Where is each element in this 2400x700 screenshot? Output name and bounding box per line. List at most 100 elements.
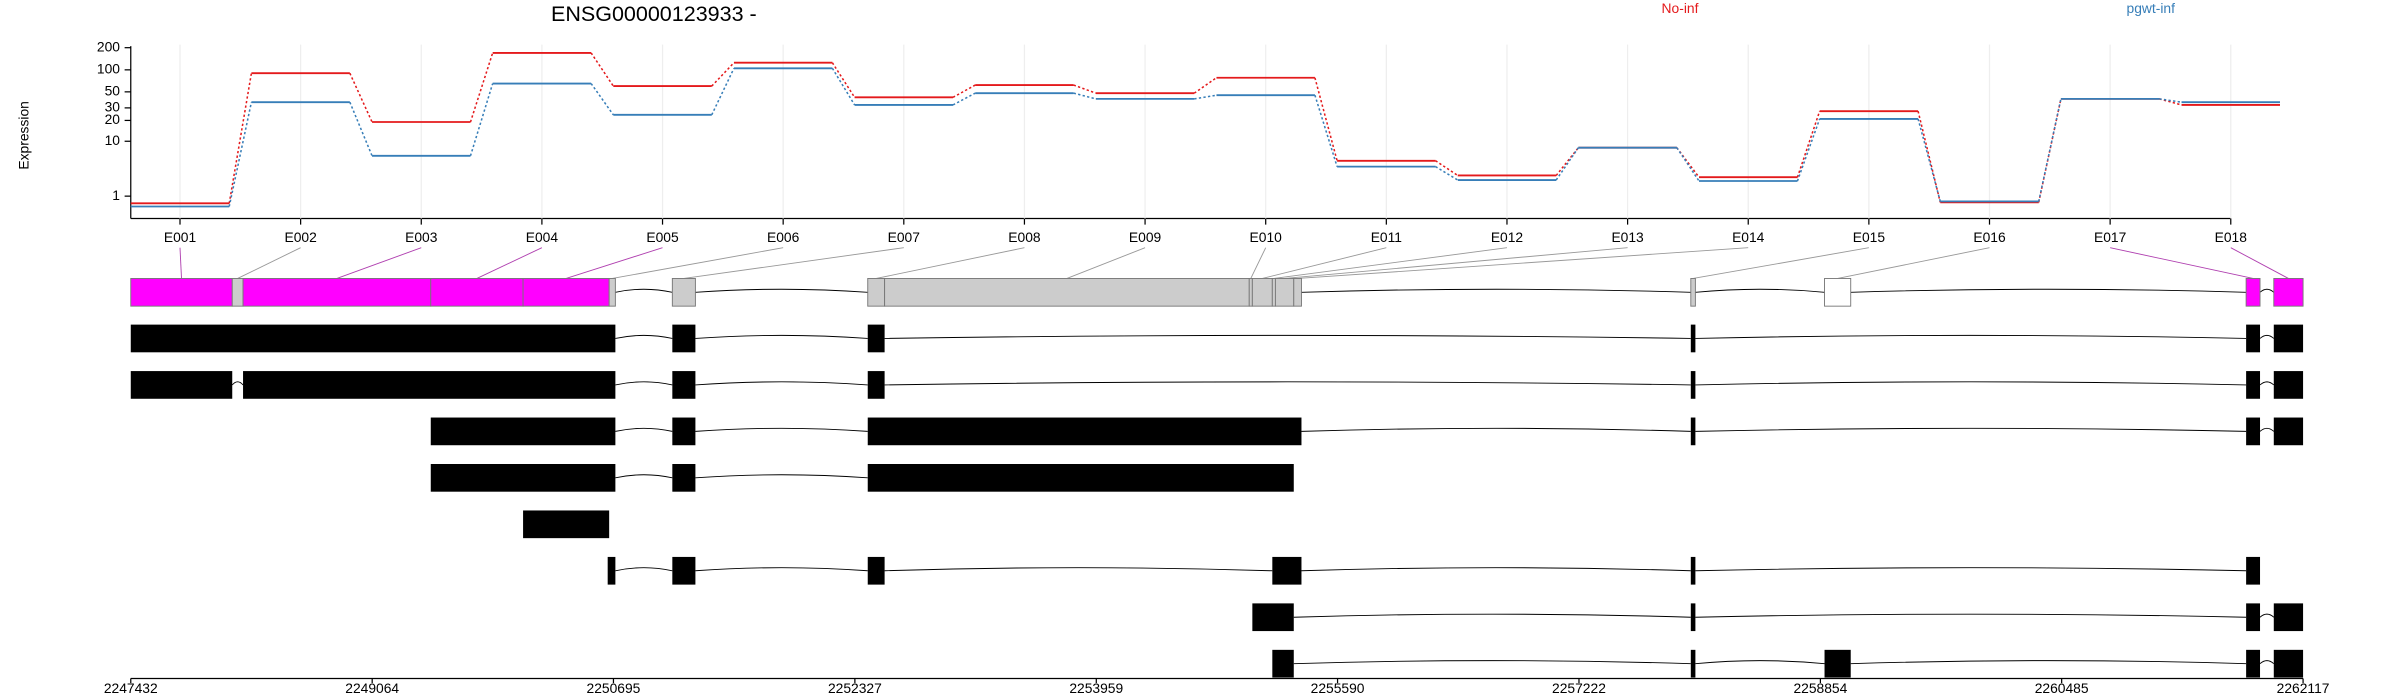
transcript-exon [1690,371,1696,399]
exon-connector [876,247,1025,279]
transcript-exon [672,371,696,399]
transcript-intron [231,381,244,386]
transcript-exon [523,510,610,539]
genomic-tick-label: 2250695 [587,680,641,696]
series-connector [1796,110,1821,178]
exon [1248,278,1253,307]
genomic-tick-label: 2255590 [1311,680,1365,696]
y-tick-label: 100 [97,61,120,77]
chart-title: ENSG00000123933 - [551,2,757,26]
series-connector [1676,147,1700,182]
series-connector [1917,118,1942,202]
x-tick-label: E008 [1008,229,1041,245]
x-tick-label: E007 [888,229,920,245]
x-tick-label: E003 [405,229,438,245]
x-tick-label: E010 [1250,229,1283,245]
transcript-exon [867,556,885,585]
transcript-exon [243,371,616,399]
series-connector [1314,77,1338,161]
transcript-exon [867,324,885,353]
y-tick-label: 20 [105,111,121,127]
transcript-exon [1272,649,1294,678]
transcript-intron [884,334,1691,339]
transcript-exon [130,371,233,399]
exon [1690,278,1696,307]
x-tick-label: E006 [767,229,800,245]
series-connector [228,73,253,204]
series-connector [1194,94,1217,100]
y-axis-label: Expression [15,101,31,169]
exon [884,278,1250,307]
transcript-intron [2259,427,2275,432]
transcript-exon [867,417,1302,446]
exon [608,278,616,307]
exon [231,278,244,307]
exon [1251,278,1273,307]
exon [671,278,696,307]
y-tick-label: 10 [105,132,121,148]
series-connector [711,62,735,87]
x-tick-label: E005 [646,229,679,245]
series-connector [2037,98,2062,202]
series-connector [1073,92,1097,100]
genomic-tick-label: 2252327 [828,680,882,696]
transcript-intron [695,474,868,479]
y-tick-label: 200 [97,38,120,54]
exon-connector [1250,247,1267,279]
x-tick-label: E004 [526,229,559,245]
series-connector [349,101,373,157]
intron [1301,288,1691,293]
transcript-intron [1695,613,2247,618]
series-connector [831,62,856,98]
exon [1274,278,1295,307]
transcript-intron [1850,660,2247,665]
transcript-intron [1695,567,2247,572]
exon [130,278,233,307]
x-tick-label: E013 [1611,229,1644,245]
exon [867,278,886,307]
x-tick-label: E015 [1853,229,1886,245]
genomic-tick-label: 2260485 [2035,680,2089,696]
series-connector [1073,84,1097,94]
y-tick-label: 50 [105,83,121,99]
series-connector [2159,98,2182,106]
transcript-exon [1690,556,1696,585]
transcript-intron [615,381,673,386]
transcript-intron [695,567,868,572]
exon [2273,278,2304,307]
transcript-intron [1695,381,2247,386]
transcript-exon [672,417,696,446]
x-tick-label: E001 [164,229,197,245]
transcript-intron [695,427,868,432]
genomic-tick-label: 2247432 [104,680,158,696]
exon [2245,278,2261,307]
transcript-exon [1690,603,1696,632]
exon-connector [1297,247,1749,279]
series-connector [469,83,494,157]
x-tick-label: E012 [1491,229,1523,245]
transcript-intron [615,567,673,572]
exon [522,278,610,307]
transcript-exon [2273,649,2304,678]
x-tick-label: E011 [1371,229,1403,245]
x-tick-label: E014 [1732,229,1765,245]
transcript-exon [2273,324,2304,353]
series-connector [1917,110,1942,203]
genomic-tick-label: 2257222 [1552,680,1606,696]
exon-connector [2230,247,2289,279]
genomic-tick-label: 2262117 [2277,680,2330,696]
exon-connector [1262,247,1387,279]
transcript-exon [2246,649,2261,678]
genomic-tick-label: 2258854 [1793,680,1847,696]
transcript-exon [2246,371,2261,399]
transcript-intron [1293,660,1691,665]
transcript-intron [884,381,1691,386]
exon-connector [683,247,904,279]
intron [1850,288,2247,293]
transcript-intron [615,334,673,339]
series-connector [1435,160,1459,177]
transcript-intron [695,381,868,386]
exon [242,278,432,307]
exon-connector [2110,247,2254,279]
